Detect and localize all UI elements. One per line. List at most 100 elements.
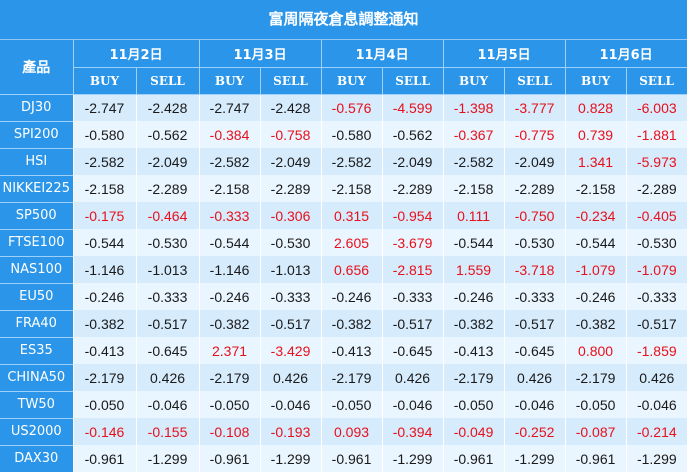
sell-value: -0.530 (135, 229, 200, 256)
sell-value: -0.333 (503, 283, 566, 310)
buy-value: -2.582 (198, 148, 261, 175)
buy-value: -0.382 (198, 310, 261, 337)
product-header: 產品 (0, 40, 74, 95)
buy-value: 2.605 (320, 229, 383, 256)
buy-value: -0.413 (320, 337, 383, 364)
product-name: FRA40 (0, 309, 73, 337)
sell-value: -2.049 (135, 148, 200, 175)
buy-value: -2.158 (564, 175, 627, 202)
buy-value: -0.108 (198, 418, 261, 445)
sell-value: -2.289 (503, 175, 566, 202)
sell-header: SELL (136, 67, 200, 95)
buy-value: -2.179 (564, 364, 627, 391)
table-row: DAX30 -0.961 -1.299 -0.961 -1.299 -0.961 -1.29… (0, 444, 687, 472)
sell-value: -2.289 (625, 175, 687, 202)
buy-value: -1.079 (564, 256, 627, 283)
buy-value: 0.093 (320, 418, 383, 445)
product-name: ES35 (0, 336, 73, 364)
sell-value: -2.049 (503, 148, 566, 175)
table-row: US2000 -0.146 -0.155 -0.108 -0.193 0.093 -0.39… (0, 417, 687, 445)
sell-value: -0.750 (503, 202, 566, 229)
buy-value: -0.413 (442, 337, 505, 364)
sell-value: -2.428 (259, 94, 322, 121)
buy-value: -0.367 (442, 121, 505, 148)
sell-value: -0.046 (381, 391, 444, 418)
table-row: FTSE100 -0.544 -0.530 -0.544 -0.530 2.605 -3.6… (0, 228, 687, 256)
buy-value: 1.559 (442, 256, 505, 283)
product-name: SP500 (0, 201, 73, 229)
buy-value: 1.341 (564, 148, 627, 175)
sell-value: -0.333 (625, 283, 687, 310)
sell-value: -0.517 (135, 310, 200, 337)
sell-value: 0.426 (625, 364, 687, 391)
buy-value: -0.333 (198, 202, 261, 229)
buy-value: -0.382 (72, 310, 136, 337)
page-title: 富周隔夜倉息調整通知 (0, 0, 687, 40)
buy-value: -0.576 (320, 94, 383, 121)
sell-value: -1.079 (625, 256, 687, 283)
buy-value: -1.146 (198, 256, 261, 283)
buy-value: -2.582 (320, 148, 383, 175)
sell-value: -0.405 (625, 202, 687, 229)
buy-value: -0.544 (72, 229, 136, 256)
buy-value: -0.050 (72, 391, 136, 418)
buy-value: -0.050 (564, 391, 627, 418)
product-name: TW50 (0, 390, 73, 418)
sell-value: -0.517 (503, 310, 566, 337)
date-header: 11月2日 (73, 40, 200, 68)
buy-value: -2.179 (320, 364, 383, 391)
sell-value: -6.003 (625, 94, 687, 121)
sell-value: -0.333 (135, 283, 200, 310)
product-name: HSI (0, 147, 73, 175)
sell-value: -0.530 (259, 229, 322, 256)
buy-value: 0.828 (564, 94, 627, 121)
sell-value: -3.679 (381, 229, 444, 256)
buy-value: -0.234 (564, 202, 627, 229)
table-row: DJ30 -2.747 -2.428 -2.747 -2.428 -0.576 -4.599… (0, 93, 687, 121)
buy-value: -0.413 (72, 337, 136, 364)
sell-value: -0.517 (381, 310, 444, 337)
buy-value: -2.582 (72, 148, 136, 175)
sell-value: -3.718 (503, 256, 566, 283)
sell-value: -2.289 (259, 175, 322, 202)
buy-value: -2.158 (442, 175, 505, 202)
product-name: DJ30 (0, 93, 73, 121)
buy-value: -0.146 (72, 418, 136, 445)
product-name: NIKKEI225 (0, 174, 73, 202)
sell-value: -4.599 (381, 94, 444, 121)
sell-value: 0.426 (503, 364, 566, 391)
date-header: 11月6日 (565, 40, 687, 68)
sell-value: -0.333 (381, 283, 444, 310)
buy-header: BUY (199, 67, 261, 95)
buy-value: -0.961 (72, 445, 136, 472)
buy-value: -2.747 (72, 94, 136, 121)
buy-value: -0.246 (564, 283, 627, 310)
sell-value: -2.049 (381, 148, 444, 175)
buy-value: -2.179 (442, 364, 505, 391)
buy-value: -0.382 (320, 310, 383, 337)
table-row: TW50 -0.050 -0.046 -0.050 -0.046 -0.050 -0.046… (0, 390, 687, 418)
product-name: CHINA50 (0, 363, 73, 391)
buy-value: -0.580 (320, 121, 383, 148)
buy-value: -0.544 (564, 229, 627, 256)
sell-header: SELL (504, 67, 566, 95)
table-row: ES35 -0.413 -0.645 2.371 -3.429 -0.413 -0.645-… (0, 336, 687, 364)
sell-value: -5.973 (625, 148, 687, 175)
sell-header: SELL (626, 67, 687, 95)
sell-value: -1.013 (259, 256, 322, 283)
sell-value: -2.289 (135, 175, 200, 202)
buy-value: -0.961 (442, 445, 505, 472)
product-name: EU50 (0, 282, 73, 310)
sell-value: -2.428 (135, 94, 200, 121)
buy-value: -0.961 (198, 445, 261, 472)
buy-value: 2.371 (198, 337, 261, 364)
sell-header: SELL (382, 67, 444, 95)
buy-value: 0.656 (320, 256, 383, 283)
sell-value: -0.562 (381, 121, 444, 148)
buy-value: -2.158 (320, 175, 383, 202)
buy-value: -0.050 (198, 391, 261, 418)
table-row: NAS100 -1.146 -1.013 -1.146 -1.013 0.656 -2.81… (0, 255, 687, 283)
buy-value: 0.315 (320, 202, 383, 229)
sell-value: -1.881 (625, 121, 687, 148)
